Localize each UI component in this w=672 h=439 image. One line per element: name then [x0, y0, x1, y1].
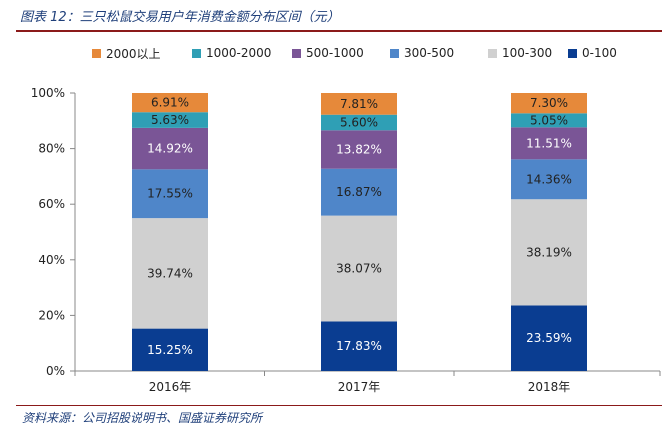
legend-swatch [390, 48, 399, 58]
legend-swatch [292, 48, 301, 58]
data-label: 7.81% [340, 97, 378, 111]
data-label: 5.63% [151, 113, 189, 127]
y-tick-label: 0% [46, 364, 65, 378]
y-tick-label: 80% [38, 142, 65, 156]
data-label: 13.82% [336, 142, 382, 156]
bar-segment [511, 159, 587, 200]
x-tick-label: 2018年 [528, 380, 571, 394]
source-divider [16, 405, 662, 406]
bar-segment [321, 168, 397, 216]
bar-segment [321, 93, 397, 115]
bar-segment [132, 112, 208, 128]
bar-segment [511, 199, 587, 306]
source-note: 资料来源：公司招股说明书、国盛证券研究所 [22, 411, 263, 425]
legend-swatch [192, 48, 201, 58]
bar-segment [132, 93, 208, 113]
y-tick-label: 40% [38, 253, 65, 267]
y-tick-label: 60% [38, 197, 65, 211]
data-label: 23.59% [526, 331, 572, 345]
legend-label: 500-1000 [306, 46, 364, 60]
legend-item: 0-100 [568, 44, 617, 62]
data-label: 15.25% [147, 343, 193, 357]
data-label: 7.30% [530, 96, 568, 110]
data-label: 38.07% [336, 262, 382, 276]
bar-segment [511, 93, 587, 114]
title-divider [16, 30, 662, 32]
data-label: 11.51% [526, 136, 572, 150]
y-tick-label: 100% [31, 86, 65, 100]
data-label: 17.55% [147, 187, 193, 201]
bar-segment [511, 113, 587, 128]
data-label: 5.60% [340, 115, 378, 129]
bar-segment [321, 114, 397, 131]
data-label: 39.74% [147, 266, 193, 280]
bar-segment [321, 321, 397, 371]
legend-item: 100-300 [488, 44, 552, 62]
bar-segment [132, 328, 208, 371]
x-tick-label: 2017年 [338, 380, 381, 394]
legend-swatch [92, 48, 101, 58]
legend-label: 1000-2000 [206, 46, 272, 60]
legend-item: 500-1000 [292, 44, 364, 62]
data-label: 38.19% [526, 245, 572, 259]
data-label: 6.91% [151, 96, 189, 110]
legend-item: 300-500 [390, 44, 454, 62]
data-label: 17.83% [336, 339, 382, 353]
x-tick-label: 2016年 [149, 380, 192, 394]
data-label: 5.05% [530, 113, 568, 127]
data-label: 16.87% [336, 185, 382, 199]
legend-label: 300-500 [404, 46, 455, 60]
bar-segment [511, 305, 587, 371]
chart-title: 图表 12：三只松鼠交易用户年消费金额分布区间（元） [20, 10, 340, 25]
bar-segment [511, 127, 587, 160]
bar-segment [132, 169, 208, 219]
legend-label: 2000以上 [106, 46, 161, 61]
legend-label: 0-100 [582, 46, 617, 60]
bar-segment [132, 218, 208, 329]
bar-segment [132, 127, 208, 170]
data-label: 14.92% [147, 142, 193, 156]
legend-item: 2000以上 [92, 44, 161, 62]
data-label: 14.36% [526, 172, 572, 186]
legend-label: 100-300 [502, 46, 553, 60]
legend-item: 1000-2000 [192, 44, 271, 62]
y-tick-label: 20% [38, 308, 65, 322]
bar-segment [321, 215, 397, 322]
chart-legend: 2000以上 1000-2000 500-1000 300-500 100-300 0-1… [0, 44, 672, 62]
bar-segment [321, 130, 397, 169]
legend-swatch [568, 48, 577, 58]
legend-swatch [488, 48, 497, 58]
